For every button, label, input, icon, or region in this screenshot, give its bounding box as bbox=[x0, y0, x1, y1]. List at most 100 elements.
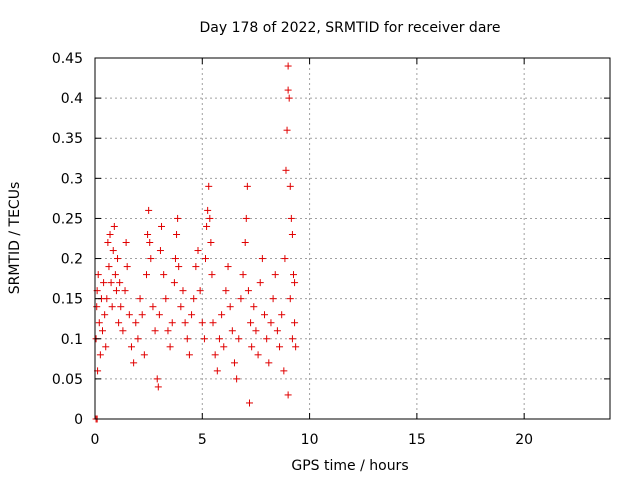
data-point bbox=[286, 182, 294, 190]
data-point bbox=[198, 319, 206, 327]
data-point bbox=[160, 271, 168, 279]
data-point bbox=[179, 287, 187, 295]
data-point bbox=[123, 263, 131, 271]
data-point bbox=[164, 327, 172, 335]
data-point bbox=[190, 295, 198, 303]
data-point bbox=[171, 255, 179, 263]
data-point bbox=[284, 62, 292, 70]
x-tick-label: 15 bbox=[408, 432, 426, 448]
data-point bbox=[151, 327, 159, 335]
data-point bbox=[207, 239, 215, 247]
data-point bbox=[235, 335, 243, 343]
data-point bbox=[271, 271, 279, 279]
data-point bbox=[145, 206, 153, 214]
data-point bbox=[158, 222, 166, 230]
data-point bbox=[283, 126, 291, 134]
data-point bbox=[244, 287, 252, 295]
data-point bbox=[288, 335, 296, 343]
chart-title: Day 178 of 2022, SRMTID for receiver dar… bbox=[200, 20, 501, 36]
data-point bbox=[202, 255, 210, 263]
data-point bbox=[205, 182, 213, 190]
data-point bbox=[188, 311, 196, 319]
y-tick-label: 0.35 bbox=[52, 131, 83, 147]
data-point bbox=[162, 295, 170, 303]
x-tick-label: 10 bbox=[301, 432, 319, 448]
y-tick-label: 0.15 bbox=[52, 292, 83, 308]
data-point bbox=[93, 303, 101, 311]
data-point bbox=[218, 311, 226, 319]
axis-ticks bbox=[94, 57, 610, 420]
data-point bbox=[273, 327, 281, 335]
data-point bbox=[280, 367, 288, 375]
data-point bbox=[108, 303, 116, 311]
data-point bbox=[177, 303, 185, 311]
data-point bbox=[112, 287, 120, 295]
data-point bbox=[292, 343, 300, 351]
data-point bbox=[147, 255, 155, 263]
data-point bbox=[256, 279, 264, 287]
data-point bbox=[209, 319, 217, 327]
y-tick-label: 0.1 bbox=[61, 332, 83, 348]
data-point bbox=[111, 271, 119, 279]
y-tick-label: 0.3 bbox=[61, 171, 83, 187]
data-point bbox=[288, 230, 296, 238]
data-point bbox=[276, 343, 284, 351]
data-point bbox=[246, 399, 253, 407]
data-point bbox=[194, 247, 202, 255]
data-point bbox=[130, 359, 138, 367]
data-point bbox=[196, 287, 204, 295]
data-point bbox=[153, 375, 161, 383]
data-point bbox=[102, 343, 110, 351]
data-point bbox=[94, 271, 102, 279]
data-point bbox=[220, 343, 228, 351]
data-point bbox=[146, 239, 154, 247]
data-point bbox=[105, 263, 113, 271]
data-point bbox=[239, 271, 247, 279]
x-axis-label: GPS time / hours bbox=[291, 458, 408, 474]
y-tick-label: 0.2 bbox=[61, 252, 83, 268]
data-point bbox=[285, 94, 293, 102]
data-point bbox=[211, 351, 219, 359]
data-point bbox=[136, 295, 144, 303]
y-tick-label: 0 bbox=[74, 412, 83, 428]
data-point bbox=[101, 311, 109, 319]
data-point bbox=[284, 391, 292, 399]
data-point bbox=[149, 303, 157, 311]
data-point bbox=[287, 214, 295, 222]
data-point bbox=[174, 214, 182, 222]
data-point bbox=[213, 367, 221, 375]
data-point bbox=[181, 319, 189, 327]
data-point bbox=[106, 230, 114, 238]
data-point bbox=[125, 311, 133, 319]
y-tick-labels: 0 0.05 0.1 0.15 0.2 0.25 0.3 0.35 0.4 0.45 bbox=[52, 51, 83, 428]
data-point bbox=[104, 239, 112, 247]
data-point bbox=[242, 214, 250, 222]
data-point bbox=[250, 303, 258, 311]
data-point bbox=[127, 343, 135, 351]
data-point bbox=[155, 311, 163, 319]
data-point bbox=[281, 255, 289, 263]
data-point bbox=[110, 222, 118, 230]
data-point bbox=[254, 351, 262, 359]
data-point bbox=[117, 303, 125, 311]
y-axis-label: SRMTID / TECUs bbox=[7, 182, 23, 295]
data-point bbox=[175, 263, 183, 271]
data-point bbox=[107, 279, 115, 287]
x-tick-label: 20 bbox=[515, 432, 533, 448]
data-point bbox=[96, 351, 104, 359]
data-point bbox=[248, 343, 256, 351]
data-point bbox=[140, 351, 148, 359]
x-tick-label: 0 bbox=[91, 432, 100, 448]
data-point bbox=[267, 319, 275, 327]
x-tick-labels: 0 5 10 15 20 bbox=[91, 432, 534, 448]
data-point bbox=[170, 279, 178, 287]
y-tick-label: 0.05 bbox=[52, 372, 83, 388]
data-point bbox=[206, 214, 214, 222]
data-point bbox=[237, 295, 245, 303]
data-point bbox=[122, 239, 130, 247]
data-point bbox=[185, 351, 193, 359]
data-point bbox=[103, 295, 111, 303]
data-point bbox=[200, 335, 208, 343]
data-point bbox=[233, 375, 241, 383]
data-point bbox=[282, 166, 290, 174]
